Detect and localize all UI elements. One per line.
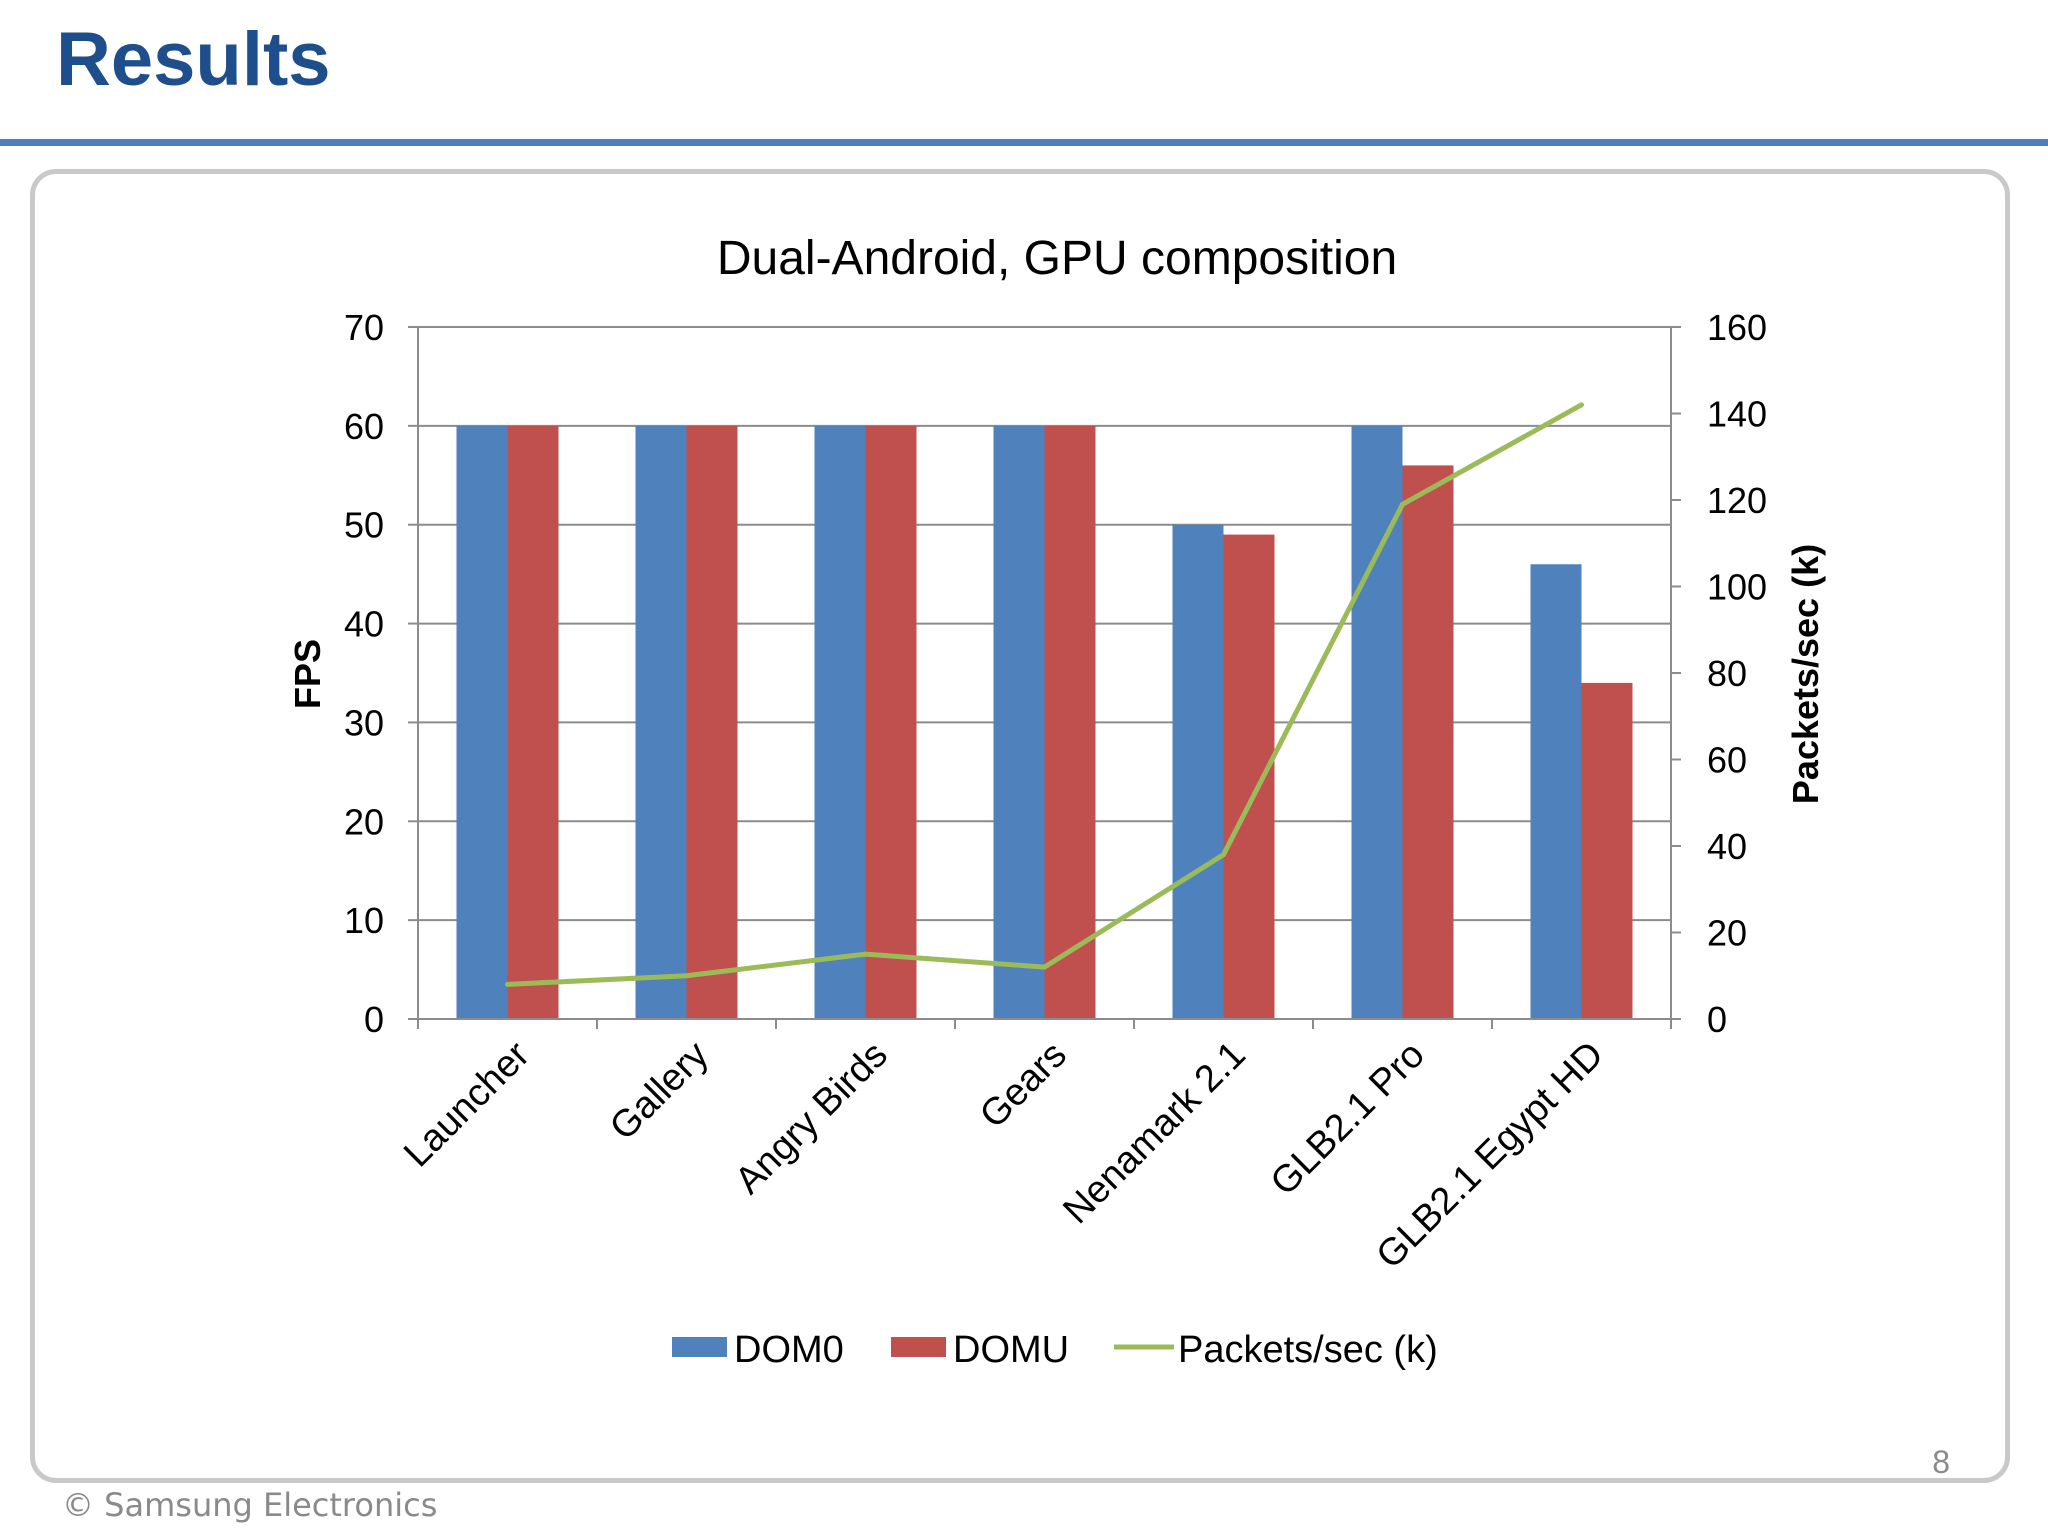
y2-tick-label: 60: [1707, 740, 1747, 781]
bar-dom0: [814, 425, 866, 1019]
slide-title: Results: [56, 17, 331, 102]
bar-dom0: [1172, 524, 1224, 1019]
legend: DOM0 DOMU Packets/sec (k): [672, 1329, 1438, 1371]
bar-domu: [1044, 425, 1096, 1019]
bar-domu: [1402, 465, 1454, 1019]
packets-point: [863, 951, 868, 957]
legend-label: Packets/sec (k): [1178, 1329, 1438, 1371]
bar-domu: [865, 425, 917, 1019]
x-category-label: Angry Birds: [727, 1034, 896, 1203]
bar-domu: [686, 425, 738, 1019]
y2-tick-label: 120: [1707, 480, 1767, 521]
packets-point: [1221, 852, 1226, 858]
y-tick-label: 0: [364, 999, 384, 1040]
chart-title: Dual-Android, GPU composition: [717, 232, 1397, 285]
y-tick-label: 40: [344, 604, 384, 645]
packets-point: [1579, 402, 1584, 408]
x-category-label: GLB2.1 Pro: [1263, 1034, 1433, 1204]
packets-line: [505, 402, 1584, 987]
y2-tick-label: 80: [1707, 653, 1747, 694]
y2-tick-label: 100: [1707, 567, 1767, 608]
y-tick-label: 10: [344, 900, 384, 941]
page-number: 8: [1932, 1444, 1950, 1480]
packets-point: [684, 973, 689, 979]
bar-domu: [507, 425, 559, 1019]
x-category-label: Gears: [972, 1034, 1075, 1137]
legend-label: DOMU: [953, 1329, 1069, 1371]
bar-dom0: [456, 425, 508, 1019]
y-tick-label: 30: [344, 702, 384, 743]
bar-dom0: [1530, 564, 1582, 1019]
y-tick-label: 20: [344, 801, 384, 842]
bar-domu: [1581, 682, 1633, 1019]
packets-point: [1042, 964, 1047, 970]
legend-label: DOM0: [734, 1329, 844, 1371]
bar-dom0: [993, 425, 1045, 1019]
x-category-label: Launcher: [396, 1033, 538, 1175]
y-tick-label: 50: [344, 505, 384, 546]
y-tick-label: 60: [344, 406, 384, 447]
footer-copyright: © Samsung Electronics: [62, 1486, 438, 1524]
y-axis-title: FPS: [287, 639, 328, 709]
title-rule: [0, 139, 2048, 146]
x-category-label: Nenamark 2.1: [1055, 1034, 1253, 1232]
packets-point: [1400, 501, 1405, 507]
y-tick-label: 70: [344, 307, 384, 348]
legend-swatch: [672, 1337, 727, 1357]
y2-tick-label: 40: [1707, 826, 1747, 867]
x-category-label: Gallery: [602, 1034, 717, 1149]
legend-swatch: [891, 1337, 946, 1357]
bar-domu: [1223, 534, 1275, 1019]
y2-tick-label: 20: [1707, 913, 1747, 954]
y2-tick-label: 0: [1707, 999, 1727, 1040]
y2-tick-label: 160: [1707, 307, 1767, 348]
bar-dom0: [635, 425, 687, 1019]
y2-axis-title: Packets/sec (k): [1785, 544, 1826, 804]
packets-point: [505, 981, 510, 987]
axes: [408, 326, 1681, 1029]
y2-tick-label: 140: [1707, 394, 1767, 435]
